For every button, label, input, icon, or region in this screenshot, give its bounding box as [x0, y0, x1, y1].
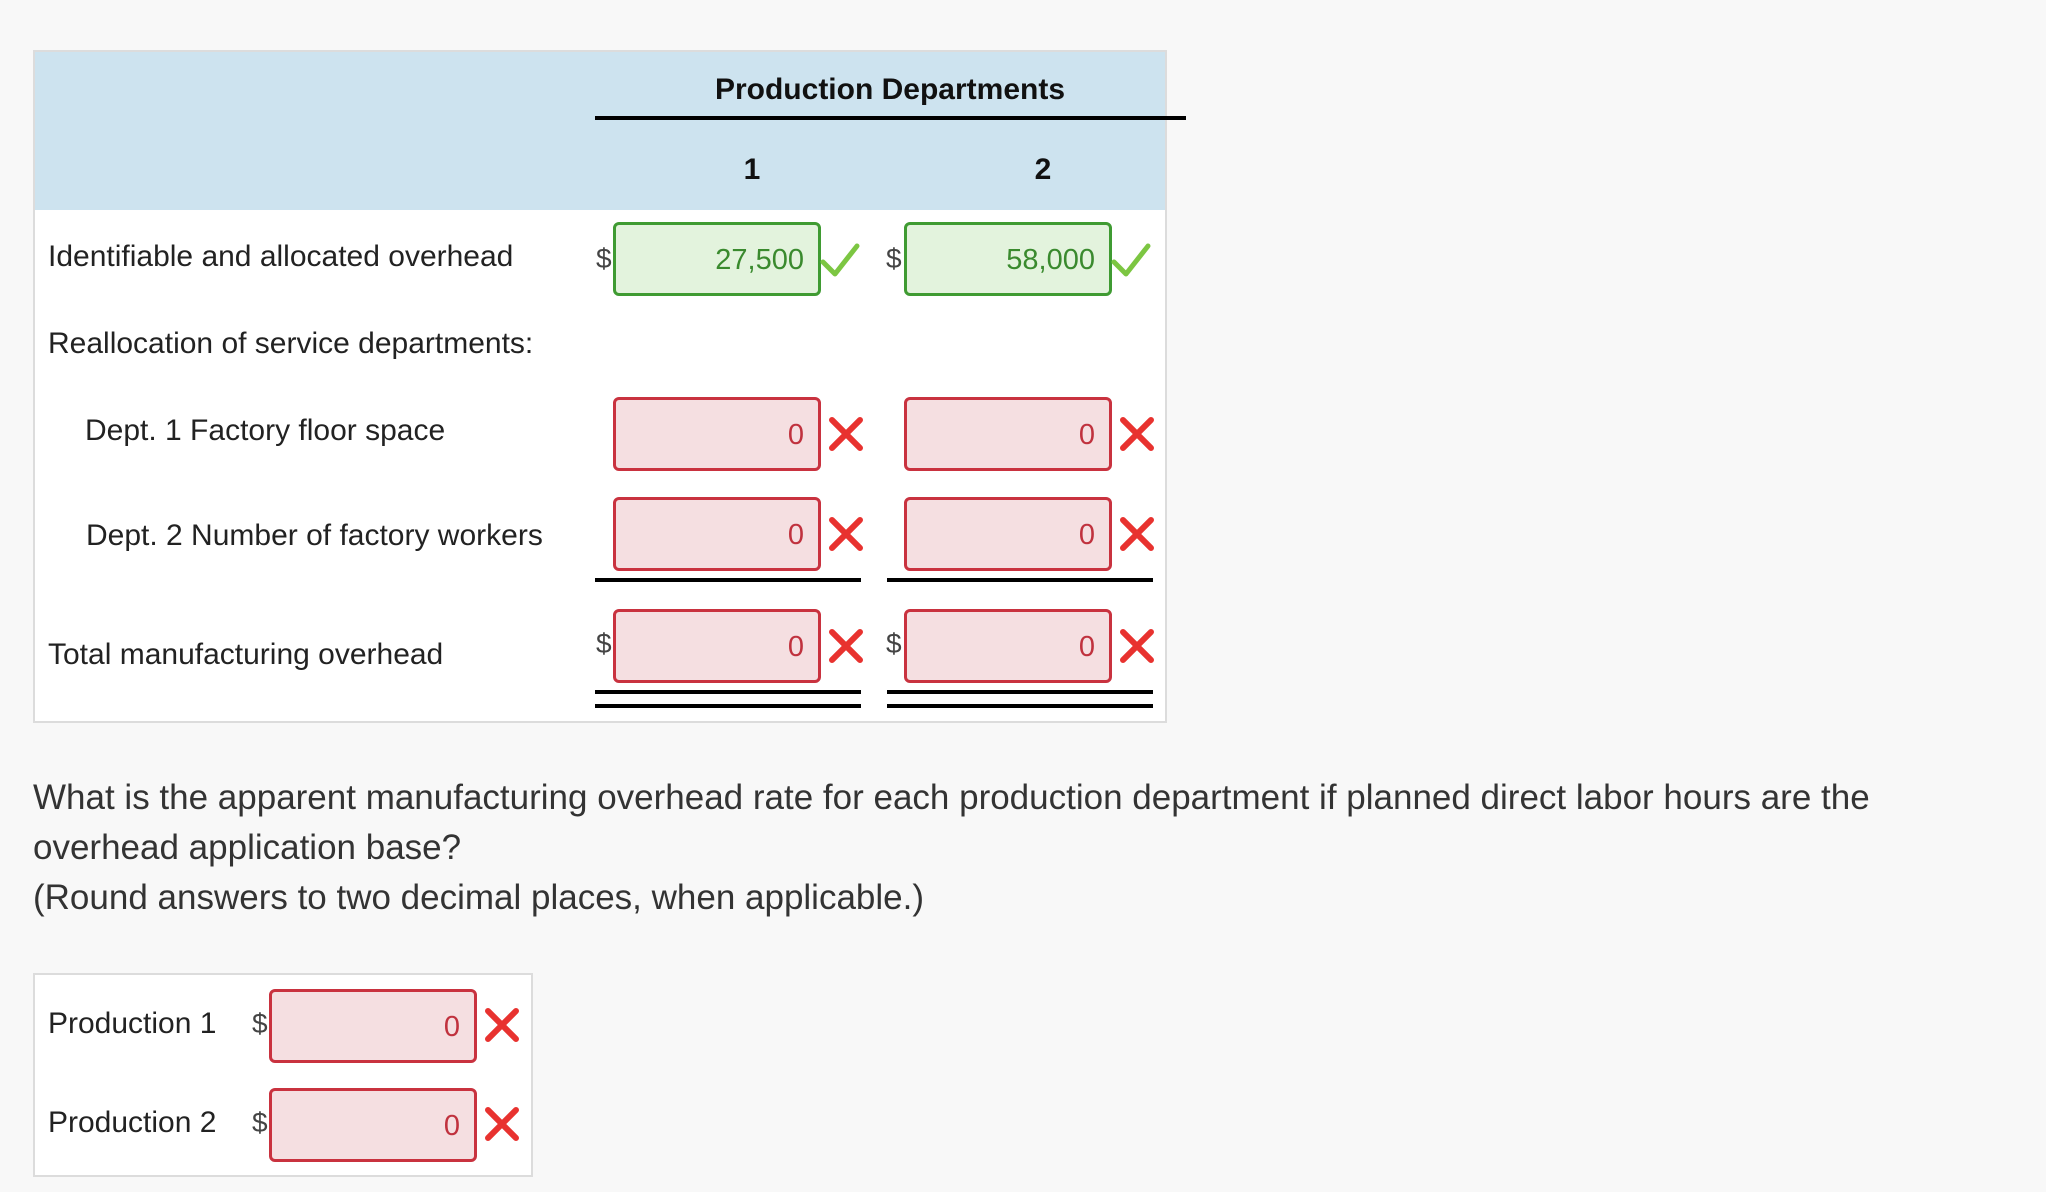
table-header — [35, 52, 1165, 210]
subtotal-rule-dept1 — [595, 578, 861, 582]
cross-icon — [1120, 517, 1154, 551]
production-2-rate-input[interactable]: 0 — [269, 1088, 477, 1162]
cross-icon — [829, 629, 863, 663]
check-icon — [1111, 243, 1151, 277]
dept2-factory-workers-dept1-input[interactable]: 0 — [613, 497, 821, 571]
question-text-line-2: overhead application base? — [33, 828, 462, 867]
dept2-factory-workers-dept2-input[interactable]: 0 — [904, 497, 1112, 571]
rounding-instruction: (Round answers to two decimal places, wh… — [33, 878, 925, 917]
check-icon — [820, 243, 860, 277]
identifiable-overhead-dept1-input[interactable]: 27,500 — [613, 222, 821, 296]
reallocation-heading: Reallocation of service departments: — [48, 327, 534, 360]
overhead-rate-table: Production 1 $ 0 Production 2 $ 0 — [33, 973, 533, 1177]
currency-symbol: $ — [252, 1107, 268, 1138]
column-header-dept-2: 2 — [1034, 153, 1052, 186]
cross-icon — [1120, 629, 1154, 663]
row-label-identifiable-overhead: Identifiable and allocated overhead — [48, 240, 514, 273]
identifiable-overhead-dept2-input[interactable]: 58,000 — [904, 222, 1112, 296]
currency-symbol: $ — [886, 628, 902, 659]
overhead-allocation-table: Production Departments 1 2 Identifiable … — [33, 50, 1186, 723]
row-label-production-1: Production 1 — [48, 1007, 217, 1040]
dept1-floor-space-dept2-input[interactable]: 0 — [904, 397, 1112, 471]
total-double-rule-dept2-top — [887, 690, 1153, 694]
currency-symbol: $ — [596, 243, 612, 274]
production-departments-header: Production Departments — [714, 73, 1066, 106]
header-underline — [595, 116, 1186, 120]
total-double-rule-dept1-top — [595, 690, 861, 694]
currency-symbol: $ — [596, 628, 612, 659]
question-text-line-1: What is the apparent manufacturing overh… — [33, 778, 1870, 817]
currency-symbol: $ — [252, 1008, 268, 1039]
row-label-total-overhead: Total manufacturing overhead — [48, 638, 444, 671]
dept1-floor-space-dept1-input[interactable]: 0 — [613, 397, 821, 471]
row-label-production-2: Production 2 — [48, 1106, 217, 1139]
cross-icon — [485, 1008, 519, 1042]
cross-icon — [829, 517, 863, 551]
total-double-rule-dept1-bottom — [595, 704, 861, 708]
cross-icon — [829, 417, 863, 451]
subtotal-rule-dept2 — [887, 578, 1153, 582]
column-header-dept-1: 1 — [743, 153, 761, 186]
row-label-dept2-factory-workers: Dept. 2 Number of factory workers — [86, 519, 543, 552]
cross-icon — [1120, 417, 1154, 451]
total-overhead-dept2-input[interactable]: 0 — [904, 609, 1112, 683]
total-double-rule-dept2-bottom — [887, 704, 1153, 708]
row-label-dept1-floor-space: Dept. 1 Factory floor space — [85, 414, 446, 447]
total-overhead-dept1-input[interactable]: 0 — [613, 609, 821, 683]
production-1-rate-input[interactable]: 0 — [269, 989, 477, 1063]
cross-icon — [485, 1107, 519, 1141]
currency-symbol: $ — [886, 243, 902, 274]
